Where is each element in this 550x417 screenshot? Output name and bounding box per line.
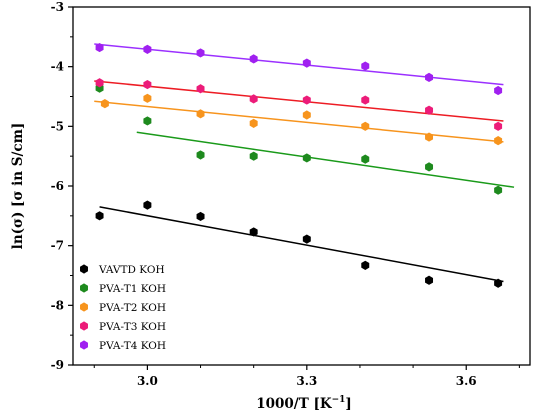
data-point xyxy=(196,109,205,119)
data-point xyxy=(494,278,503,288)
data-point xyxy=(196,150,205,160)
data-point xyxy=(361,260,370,270)
data-points xyxy=(95,42,503,288)
y-tick-label: -5 xyxy=(51,119,64,133)
y-axis: -9 -8 -7 -6 -5 -4 -3 xyxy=(51,0,73,372)
data-point xyxy=(249,94,258,104)
data-point xyxy=(249,118,258,128)
fit-line xyxy=(94,100,504,143)
data-point xyxy=(143,93,152,103)
data-point xyxy=(143,79,152,90)
data-point xyxy=(494,121,503,131)
data-point xyxy=(361,95,370,105)
x-tick-label: 3.6 xyxy=(456,374,477,388)
data-point xyxy=(143,44,152,54)
data-point xyxy=(361,121,370,131)
y-axis-title: ln(σ) [σ in S/cm] xyxy=(10,123,26,250)
legend-marker xyxy=(80,283,88,293)
legend-marker xyxy=(80,264,88,274)
data-point xyxy=(196,211,205,222)
fit-line xyxy=(136,131,515,188)
data-point xyxy=(361,154,370,164)
data-point xyxy=(143,200,152,210)
y-tick-label: -8 xyxy=(51,298,64,312)
legend: VAVTD KOH PVA-T1 KOH PVA-T2 KOH PVA-T3 KOH P… xyxy=(80,264,166,352)
data-point xyxy=(100,99,109,109)
x-tick-label: 3.0 xyxy=(137,374,158,388)
fit-line xyxy=(99,206,504,283)
data-point xyxy=(143,116,152,126)
data-point xyxy=(196,84,205,94)
y-tick-label: -7 xyxy=(51,239,64,253)
data-point xyxy=(302,95,311,105)
data-point xyxy=(95,78,104,88)
data-point xyxy=(302,58,311,68)
data-point xyxy=(302,110,311,120)
fit-line xyxy=(94,80,504,122)
data-point xyxy=(494,185,503,195)
x-axis: 3.0 3.3 3.6 xyxy=(93,365,520,388)
y-tick-label: -3 xyxy=(51,0,64,14)
legend-marker xyxy=(80,302,88,312)
data-point xyxy=(302,153,311,163)
legend-label: PVA-T4 KOH xyxy=(99,340,166,352)
data-point xyxy=(425,275,434,285)
legend-marker xyxy=(80,340,88,350)
legend-label: VAVTD KOH xyxy=(98,264,165,276)
data-point xyxy=(249,227,258,237)
data-point xyxy=(249,151,258,161)
y-tick-label: -4 xyxy=(51,60,64,74)
fit-line xyxy=(94,43,504,86)
fit-lines xyxy=(94,43,515,283)
y-tick-label: -9 xyxy=(51,358,64,372)
legend-label: PVA-T1 KOH xyxy=(99,283,166,295)
data-point xyxy=(249,54,258,64)
data-point xyxy=(425,132,434,142)
data-point xyxy=(361,61,370,71)
x-axis-title: 1000/T [K−1] xyxy=(256,395,352,412)
legend-label: PVA-T2 KOH xyxy=(99,302,166,314)
data-point xyxy=(494,136,503,146)
data-point xyxy=(196,48,205,58)
data-point xyxy=(425,162,434,172)
data-point xyxy=(95,42,104,53)
data-point xyxy=(95,211,104,221)
data-point xyxy=(302,234,311,244)
data-point xyxy=(425,105,434,115)
y-tick-label: -6 xyxy=(51,179,64,193)
legend-marker xyxy=(80,321,88,331)
data-point xyxy=(425,72,434,83)
data-point xyxy=(494,85,503,96)
x-tick-label: 3.3 xyxy=(296,374,317,388)
legend-label: PVA-T3 KOH xyxy=(99,321,166,333)
